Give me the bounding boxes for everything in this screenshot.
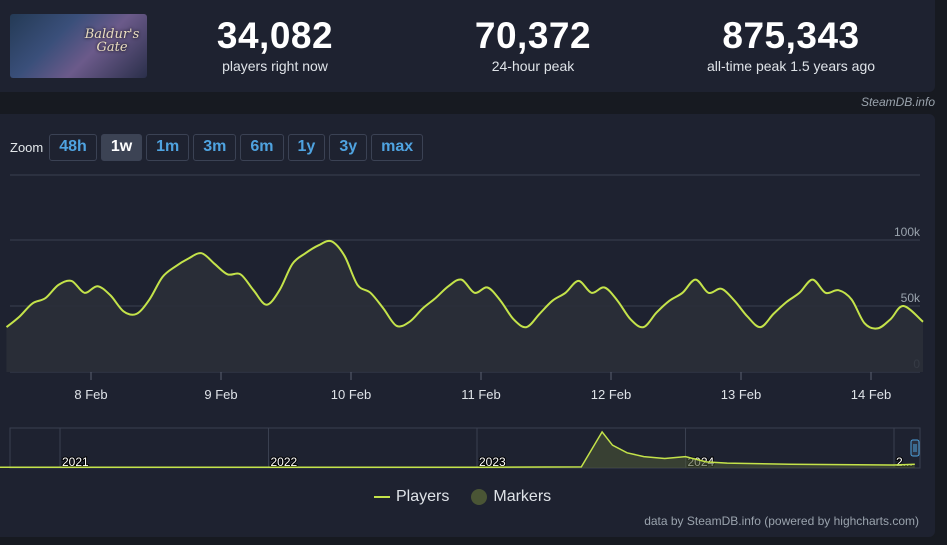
zoom-button-1m[interactable]: 1m — [146, 133, 190, 161]
navigator-area — [0, 431, 915, 468]
legend-markers[interactable]: Markers — [471, 488, 551, 506]
powered-by-credit[interactable]: data by SteamDB.info (powered by highcha… — [644, 514, 919, 528]
zoom-label: Zoom — [10, 139, 44, 155]
y-tick-label: 50k — [901, 291, 921, 305]
stats-panel — [0, 0, 935, 92]
zoom-button-1w[interactable]: 1w — [100, 133, 143, 161]
legend-markers-label: Markers — [493, 488, 552, 505]
x-tick-label: 13 Feb — [721, 387, 761, 402]
legend-players[interactable]: Players — [374, 488, 449, 506]
x-tick-label: 10 Feb — [331, 387, 371, 402]
legend: Players Markers — [374, 488, 573, 506]
alltime-value: 875,343 — [722, 15, 860, 56]
zoom-button-1y[interactable]: 1y — [287, 133, 326, 161]
series-line-players — [5, 239, 924, 330]
peak24-value: 70,372 — [474, 15, 592, 56]
stat-alltime-peak: 875,343 all-time peak 1.5 years ago — [666, 15, 916, 75]
zoom-button-6m[interactable]: 6m — [240, 133, 284, 161]
navigator-year-label: 2021 — [62, 455, 89, 469]
x-tick-label: 12 Feb — [591, 387, 631, 402]
x-tick-label: 8 Feb — [74, 387, 107, 402]
x-tick-label: 11 Feb — [461, 387, 501, 402]
legend-markers-swatch — [471, 489, 488, 505]
navigator-frame — [9, 427, 921, 469]
zoom-button-3m[interactable]: 3m — [193, 133, 237, 161]
y-tick-label: 100k — [894, 225, 921, 239]
x-tick-label: 14 Feb — [851, 387, 891, 402]
navigator-line — [0, 430, 915, 468]
zoom-button-max[interactable]: max — [371, 133, 424, 161]
steamdb-credit[interactable]: SteamDB.info — [860, 95, 935, 109]
zoom-bar: Zoom 48h 1w 1m 3m 6m 1y 3y max — [10, 133, 427, 161]
alltime-label: all-time peak 1.5 years ago — [706, 58, 876, 74]
legend-players-label: Players — [396, 488, 450, 505]
zoom-buttons: 48h 1w 1m 3m 6m 1y 3y max — [49, 133, 427, 161]
stat-24h-peak: 70,372 24-hour peak — [433, 15, 633, 75]
navigator-handle[interactable] — [910, 439, 920, 457]
game-logo[interactable]: Baldur's Gate — [10, 14, 147, 78]
stat-players-now: 34,082 players right now — [175, 15, 375, 75]
zoom-button-48h[interactable]: 48h — [49, 133, 97, 161]
peak24-label: 24-hour peak — [491, 58, 575, 74]
zoom-button-3y[interactable]: 3y — [329, 133, 368, 161]
legend-players-swatch — [374, 496, 390, 498]
x-tick-label: 9 Feb — [204, 387, 237, 402]
game-logo-text: Baldur's Gate — [84, 27, 140, 55]
navigator-year-label: 2023 — [479, 455, 506, 469]
players-now-label: players right now — [222, 58, 328, 74]
navigator-year-label: 2022 — [271, 455, 298, 469]
players-now-value: 34,082 — [216, 15, 334, 56]
